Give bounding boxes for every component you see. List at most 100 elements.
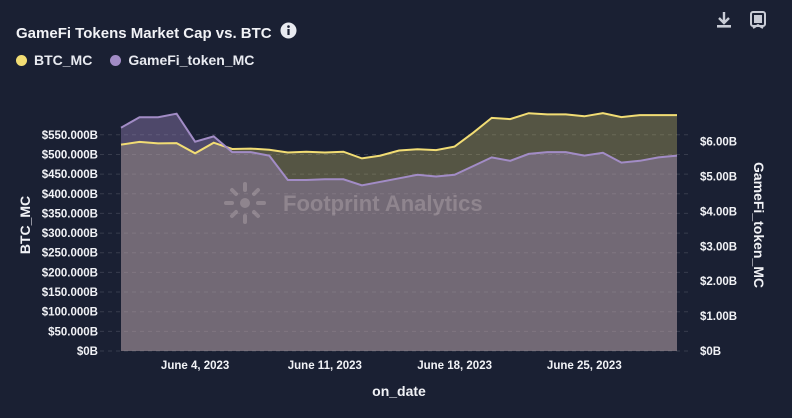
point-gamefi[interactable]: [248, 149, 254, 155]
point-btc[interactable]: [655, 112, 661, 118]
point-gamefi[interactable]: [600, 150, 606, 156]
point-btc[interactable]: [137, 139, 143, 145]
point-btc[interactable]: [174, 140, 180, 146]
y-left-tick-label: $250.000B: [42, 248, 98, 260]
point-btc[interactable]: [674, 112, 680, 118]
point-btc[interactable]: [322, 149, 328, 155]
line-gamefi: [120, 112, 678, 187]
point-gamefi[interactable]: [266, 153, 272, 159]
y-right-tick-label: $5.00B: [700, 172, 737, 184]
point-btc[interactable]: [285, 149, 291, 155]
point-gamefi[interactable]: [377, 179, 383, 185]
chart-toolbar: [714, 10, 768, 30]
point-btc[interactable]: [377, 153, 383, 159]
area-btc: [121, 113, 677, 351]
point-gamefi[interactable]: [285, 177, 291, 183]
point-gamefi[interactable]: [618, 160, 624, 166]
point-gamefi[interactable]: [581, 153, 587, 159]
point-gamefi[interactable]: [211, 133, 217, 139]
point-btc[interactable]: [118, 142, 124, 148]
y-axis-right-title: GameFi_token_MC: [751, 162, 767, 288]
watermark-logo-icon: [224, 182, 266, 224]
point-btc[interactable]: [563, 111, 569, 117]
point-gamefi[interactable]: [340, 176, 346, 182]
line-btc: [120, 112, 677, 160]
point-gamefi[interactable]: [322, 176, 328, 182]
x-tick-label: June 11, 2023: [288, 360, 362, 372]
y-left-tick-label: $550.000B: [42, 130, 98, 142]
point-gamefi[interactable]: [396, 175, 402, 181]
point-gamefi[interactable]: [433, 174, 439, 180]
info-icon[interactable]: [280, 22, 297, 44]
legend-dot-btc: [16, 54, 27, 66]
legend-item-gamefi[interactable]: GameFi_token_MC: [110, 52, 254, 68]
y-right-tick-label: $2.00B: [700, 276, 737, 288]
legend-item-btc[interactable]: BTC_MC: [16, 52, 92, 68]
x-tick-label: June 18, 2023: [417, 360, 492, 372]
point-gamefi[interactable]: [544, 149, 550, 155]
x-tick-label: June 25, 2023: [547, 360, 622, 372]
point-gamefi[interactable]: [655, 154, 661, 160]
point-gamefi[interactable]: [137, 114, 143, 120]
series-areas: [121, 113, 677, 351]
point-btc[interactable]: [415, 146, 421, 152]
point-btc[interactable]: [192, 150, 198, 156]
point-btc[interactable]: [396, 148, 402, 154]
point-gamefi[interactable]: [174, 111, 180, 117]
legend-label-btc: BTC_MC: [34, 52, 93, 68]
point-gamefi[interactable]: [563, 149, 569, 155]
point-gamefi[interactable]: [674, 153, 680, 159]
point-gamefi[interactable]: [470, 163, 476, 169]
legend: BTC_MC GameFi_token_MC: [16, 52, 254, 68]
legend-label-gamefi: GameFi_token_MC: [128, 52, 255, 68]
grid-lines: [100, 134, 690, 352]
point-btc[interactable]: [600, 110, 606, 116]
x-tick-label: June 4, 2023: [161, 360, 229, 372]
point-gamefi[interactable]: [452, 172, 458, 178]
point-gamefi[interactable]: [192, 139, 198, 145]
point-btc[interactable]: [581, 113, 587, 119]
point-gamefi[interactable]: [359, 182, 365, 188]
point-gamefi[interactable]: [507, 158, 513, 164]
point-btc[interactable]: [359, 155, 365, 161]
point-btc[interactable]: [637, 112, 643, 118]
y-left-tick-label: $100.000B: [42, 307, 98, 319]
point-gamefi[interactable]: [489, 154, 495, 160]
point-btc[interactable]: [340, 149, 346, 155]
y-left-tick-label: $50.000B: [48, 326, 98, 338]
y-left-tick-label: $400.000B: [42, 189, 98, 201]
y-right-tick-label: $0B: [700, 346, 721, 358]
point-btc[interactable]: [507, 116, 513, 122]
point-btc[interactable]: [433, 147, 439, 153]
point-btc[interactable]: [526, 110, 532, 116]
series-lines: [118, 110, 680, 188]
point-gamefi[interactable]: [229, 149, 235, 155]
point-gamefi[interactable]: [303, 177, 309, 183]
point-btc[interactable]: [303, 149, 309, 155]
share-icon[interactable]: [748, 10, 768, 30]
point-btc[interactable]: [489, 115, 495, 121]
y-left-tick-label: $450.000B: [42, 169, 98, 181]
download-icon[interactable]: [714, 10, 734, 30]
point-btc[interactable]: [544, 111, 550, 117]
point-btc[interactable]: [266, 147, 272, 153]
point-gamefi[interactable]: [118, 125, 124, 131]
point-btc[interactable]: [470, 130, 476, 136]
point-gamefi[interactable]: [415, 172, 421, 178]
legend-dot-gamefi: [110, 54, 122, 66]
x-axis-ticks: June 4, 2023 June 11, 2023 June 18, 2023 Ju…: [161, 360, 622, 372]
chart-header: GameFi Tokens Market Cap vs. BTC: [16, 22, 297, 44]
y-axis-right-ticks: $0B $1.00B $2.00B $3.00B $4.00B $5.00B $6.00B: [700, 137, 737, 358]
point-gamefi[interactable]: [637, 158, 643, 164]
point-gamefi[interactable]: [526, 151, 532, 157]
y-axis-left-ticks: $0B $50.000B $100.000B $150.000B $200.000B $2…: [42, 130, 98, 358]
point-gamefi[interactable]: [155, 114, 161, 120]
y-left-tick-label: $300.000B: [42, 228, 98, 240]
point-btc[interactable]: [618, 114, 624, 120]
point-btc[interactable]: [211, 140, 217, 146]
y-right-tick-label: $1.00B: [700, 311, 737, 323]
point-btc[interactable]: [155, 140, 161, 146]
point-btc[interactable]: [452, 144, 458, 150]
y-right-tick-label: $4.00B: [700, 206, 737, 218]
